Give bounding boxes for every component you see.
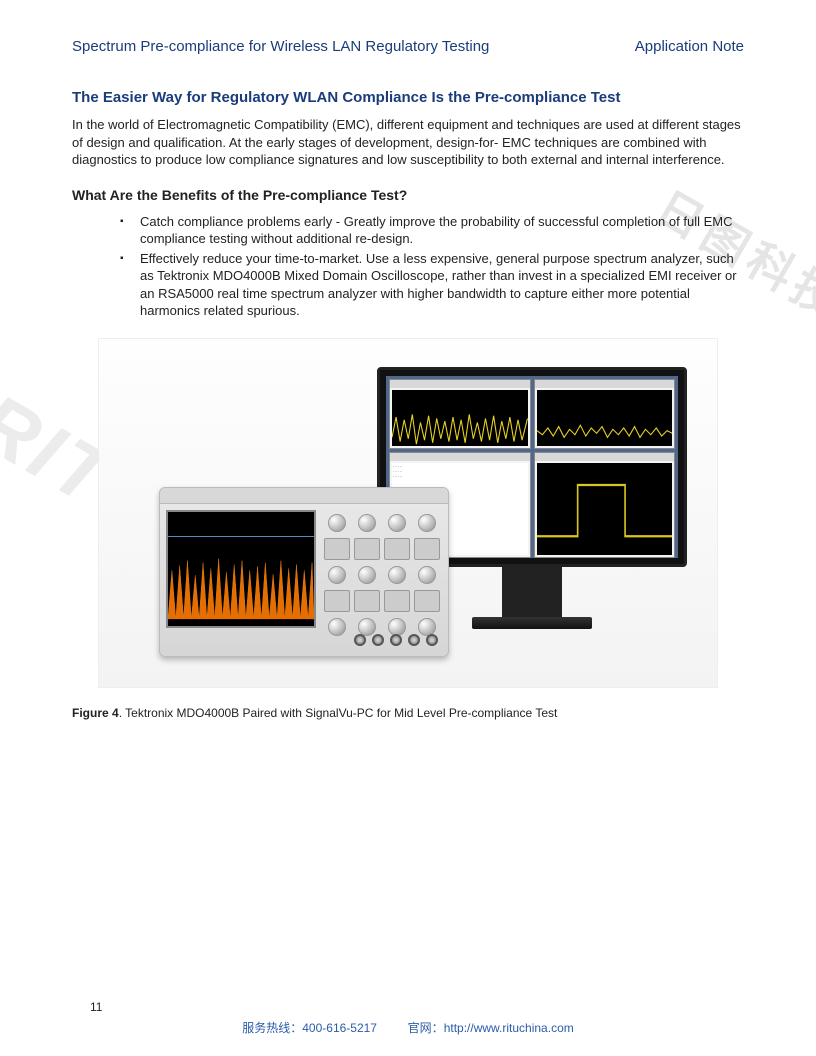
bnc-connector (390, 634, 402, 646)
section-title: The Easier Way for Regulatory WLAN Compl… (72, 89, 744, 106)
site-url: http://www.rituchina.com (444, 1021, 574, 1035)
benefits-list: Catch compliance problems early - Greatl… (72, 213, 744, 320)
knob (418, 566, 436, 584)
mini-button (384, 538, 410, 560)
figure-4: ··· ······ ······ ··· (98, 338, 718, 688)
scope-connectors (160, 634, 448, 652)
knob (328, 566, 346, 584)
knob (358, 514, 376, 532)
bnc-connector (354, 634, 366, 646)
knob (358, 566, 376, 584)
mini-button (414, 538, 440, 560)
hotline-label: 服务热线： (242, 1021, 302, 1035)
mini-button (324, 538, 350, 560)
site-label: 官网： (408, 1021, 444, 1035)
mini-button (384, 590, 410, 612)
list-item: Effectively reduce your time-to-market. … (120, 250, 744, 320)
header-title: Spectrum Pre-compliance for Wireless LAN… (72, 38, 489, 55)
figure-label: Figure 4 (72, 706, 119, 720)
knob (388, 566, 406, 584)
monitor-base (472, 617, 592, 629)
hotline-number: 400-616-5217 (302, 1021, 377, 1035)
header-doctype: Application Note (635, 38, 744, 55)
knob (418, 514, 436, 532)
knob (328, 618, 346, 636)
scope-screen (166, 510, 316, 628)
scope-top (160, 488, 448, 504)
bnc-connector (372, 634, 384, 646)
scope-controls (322, 510, 442, 628)
figure-caption-text: . Tektronix MDO4000B Paired with SignalV… (119, 706, 558, 720)
monitor-stand (502, 567, 562, 617)
mini-button (324, 590, 350, 612)
pulse-panel (534, 452, 676, 558)
bnc-connector (426, 634, 438, 646)
spectrum-panel-2 (534, 379, 676, 449)
mini-button (414, 590, 440, 612)
intro-paragraph: In the world of Electromagnetic Compatib… (72, 116, 744, 169)
knob (388, 514, 406, 532)
mini-button (354, 538, 380, 560)
page-number: 11 (90, 1000, 102, 1014)
mini-button (354, 590, 380, 612)
figure-caption: Figure 4. Tektronix MDO4000B Paired with… (72, 706, 744, 720)
knob (328, 514, 346, 532)
oscilloscope (159, 487, 449, 657)
benefits-subhead: What Are the Benefits of the Pre-complia… (72, 187, 744, 203)
list-item: Catch compliance problems early - Greatl… (120, 213, 744, 248)
spectrum-panel-1 (389, 379, 531, 449)
page-footer: 服务热线：400-616-5217 官网：http://www.rituchin… (0, 1019, 816, 1036)
bnc-connector (408, 634, 420, 646)
page-header: Spectrum Pre-compliance for Wireless LAN… (72, 38, 744, 55)
